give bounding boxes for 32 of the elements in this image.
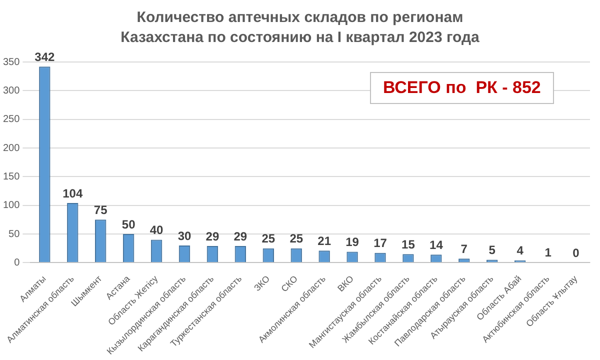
x-tick-label: СКО: [279, 274, 300, 294]
y-tick-label: 0: [14, 257, 20, 268]
data-label: 5: [488, 243, 496, 258]
data-label: 25: [290, 232, 304, 246]
chart-title: Количество аптечных складов по регионам Казахстана по состоянию на I квартал 2023 года: [120, 8, 480, 48]
y-tick-label: 250: [2, 114, 20, 126]
y-tick-label: 300: [2, 85, 20, 96]
data-label: 104: [62, 186, 83, 200]
annotation: ВСЕГО по РК - 852: [370, 72, 554, 104]
data-label: 14: [430, 238, 444, 252]
data-label: 1: [544, 245, 552, 260]
x-tick-label: ЗКО: [252, 274, 272, 294]
y-tick-label: 50: [8, 228, 20, 240]
data-label: 7: [460, 242, 468, 256]
data-label: 15: [402, 237, 416, 252]
data-label: 75: [94, 202, 108, 217]
data-label: 19: [346, 235, 360, 250]
y-tick-label: 350: [2, 56, 20, 68]
y-tick-label: 150: [2, 171, 20, 182]
data-label: 30: [178, 228, 192, 243]
data-label: 17: [374, 236, 388, 250]
data-label: 29: [234, 229, 248, 244]
data-label: 40: [150, 223, 164, 238]
data-label: 21: [318, 234, 332, 248]
y-tick-label: 200: [2, 142, 20, 154]
data-label: 29: [206, 229, 220, 244]
y-tick-label: 100: [2, 200, 20, 212]
data-label: 4: [516, 244, 524, 258]
data-label: 0: [572, 246, 580, 260]
data-label: 25: [262, 232, 276, 246]
data-label: 342: [34, 50, 55, 64]
data-label: 50: [122, 217, 136, 232]
